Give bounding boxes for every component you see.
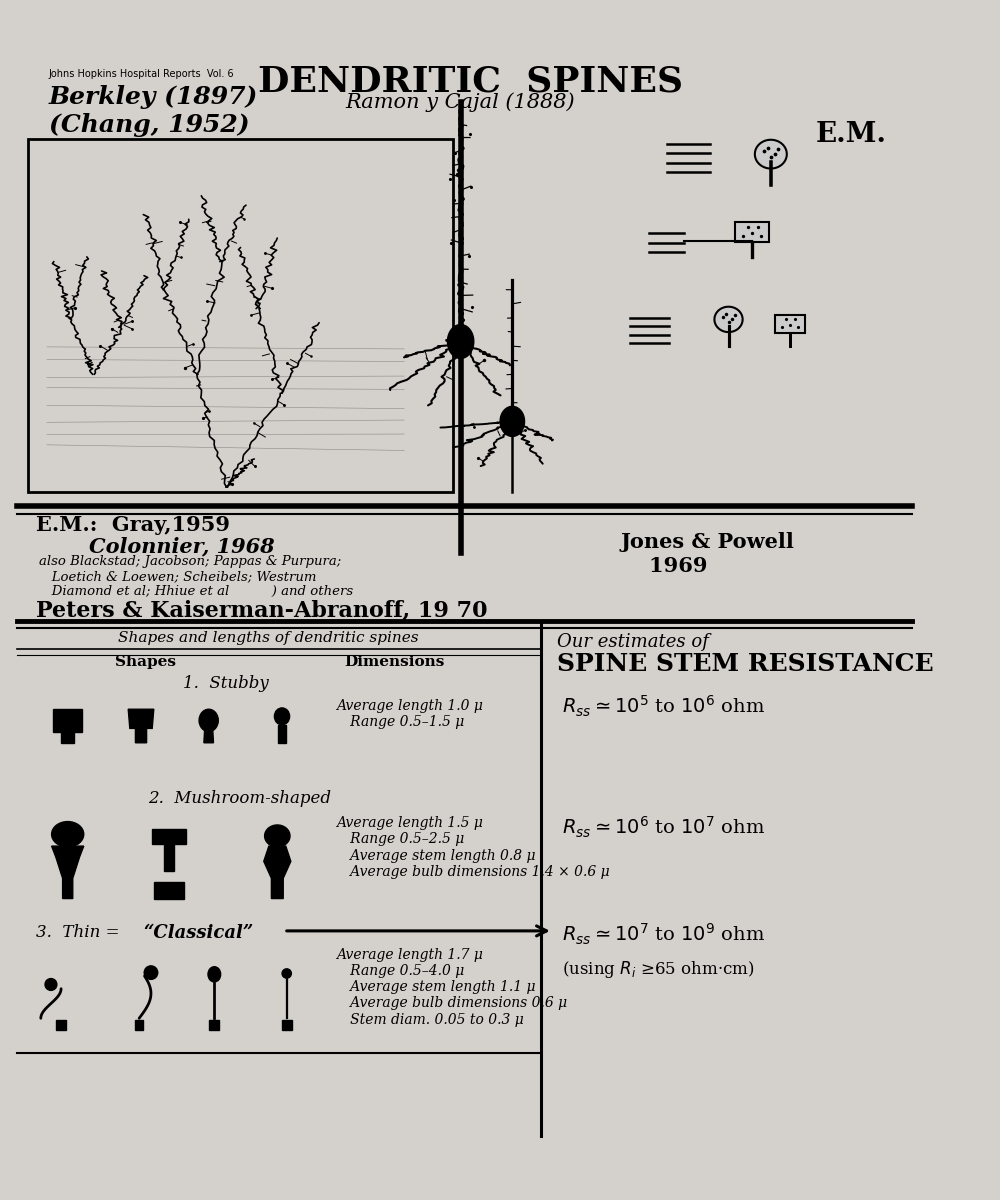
Text: Dimensions: Dimensions bbox=[345, 654, 445, 668]
Polygon shape bbox=[735, 222, 769, 242]
Text: Average length 1.0 μ
   Range 0.5–1.5 μ: Average length 1.0 μ Range 0.5–1.5 μ bbox=[337, 698, 483, 728]
Text: Our estimates of: Our estimates of bbox=[557, 632, 708, 650]
Text: Shapes: Shapes bbox=[115, 654, 176, 668]
Text: 2.  Mushroom-shaped: 2. Mushroom-shaped bbox=[148, 790, 331, 806]
Text: Berkley (1897): Berkley (1897) bbox=[49, 85, 258, 109]
Polygon shape bbox=[264, 846, 291, 899]
Text: $R_{ss}\simeq10^6$ to $10^7$ ohm: $R_{ss}\simeq10^6$ to $10^7$ ohm bbox=[562, 815, 765, 840]
Ellipse shape bbox=[45, 978, 57, 990]
Bar bbox=[282, 1020, 292, 1030]
Polygon shape bbox=[755, 139, 787, 168]
Text: Peters & Kaiserman-Abranoff, 19 70: Peters & Kaiserman-Abranoff, 19 70 bbox=[36, 600, 487, 622]
Text: DENDRITIC  SPINES: DENDRITIC SPINES bbox=[258, 64, 683, 98]
Ellipse shape bbox=[265, 824, 290, 847]
Bar bbox=[154, 882, 184, 899]
Polygon shape bbox=[53, 709, 82, 743]
Text: Johns Hopkins Hospital Reports  Vol. 6: Johns Hopkins Hospital Reports Vol. 6 bbox=[49, 68, 235, 79]
Bar bbox=[56, 1020, 66, 1030]
Polygon shape bbox=[775, 316, 805, 332]
Text: Average length 1.7 μ
   Range 0.5–4.0 μ
   Average stem length 1.1 μ
   Average : Average length 1.7 μ Range 0.5–4.0 μ Ave… bbox=[337, 948, 567, 1027]
Bar bbox=[209, 1020, 219, 1030]
Ellipse shape bbox=[199, 709, 218, 732]
Polygon shape bbox=[714, 307, 743, 332]
Text: Jones & Powell
    1969: Jones & Powell 1969 bbox=[620, 533, 794, 576]
Text: $R_{ss}\simeq10^5$ to $10^6$ ohm: $R_{ss}\simeq10^5$ to $10^6$ ohm bbox=[562, 694, 765, 719]
Bar bbox=[135, 1020, 143, 1030]
Text: E.M.: E.M. bbox=[816, 120, 887, 148]
Ellipse shape bbox=[282, 968, 291, 978]
Polygon shape bbox=[278, 725, 286, 744]
Polygon shape bbox=[128, 709, 154, 743]
Text: 3.  Thin =: 3. Thin = bbox=[36, 924, 124, 941]
Text: 1.  Stubby: 1. Stubby bbox=[183, 676, 268, 692]
Text: Ramon y Cajal (1888): Ramon y Cajal (1888) bbox=[346, 92, 575, 112]
Text: “Classical”: “Classical” bbox=[143, 924, 253, 942]
Polygon shape bbox=[52, 846, 84, 899]
Text: E.M.:  Gray,1959: E.M.: Gray,1959 bbox=[36, 515, 230, 535]
Ellipse shape bbox=[52, 822, 84, 847]
Text: Average length 1.5 μ
   Range 0.5–2.5 μ
   Average stem length 0.8 μ
   Average : Average length 1.5 μ Range 0.5–2.5 μ Ave… bbox=[337, 816, 609, 878]
Ellipse shape bbox=[144, 966, 158, 979]
Bar bbox=[152, 829, 186, 845]
Text: also Blackstad; Jacobson; Pappas & Purpura;
   Loetich & Loewen; Scheibels; West: also Blackstad; Jacobson; Pappas & Purpu… bbox=[39, 554, 354, 598]
Text: (using $R_i$ ≥65 ohm·cm): (using $R_i$ ≥65 ohm·cm) bbox=[562, 959, 755, 980]
Text: Shapes and lengths of dendritic spines: Shapes and lengths of dendritic spines bbox=[118, 631, 418, 646]
Text: Colonnier, 1968: Colonnier, 1968 bbox=[89, 536, 275, 556]
Text: SPINE STEM RESISTANCE: SPINE STEM RESISTANCE bbox=[557, 652, 933, 676]
Polygon shape bbox=[447, 324, 474, 359]
Ellipse shape bbox=[274, 708, 290, 725]
Polygon shape bbox=[204, 728, 213, 743]
Text: $R_{ss}\simeq10^7$ to $10^9$ ohm: $R_{ss}\simeq10^7$ to $10^9$ ohm bbox=[562, 922, 765, 947]
Bar bbox=[164, 842, 174, 871]
Ellipse shape bbox=[208, 967, 221, 982]
Polygon shape bbox=[500, 407, 525, 437]
Bar bbox=[28, 139, 453, 492]
Text: (Chang, 1952): (Chang, 1952) bbox=[49, 113, 250, 137]
